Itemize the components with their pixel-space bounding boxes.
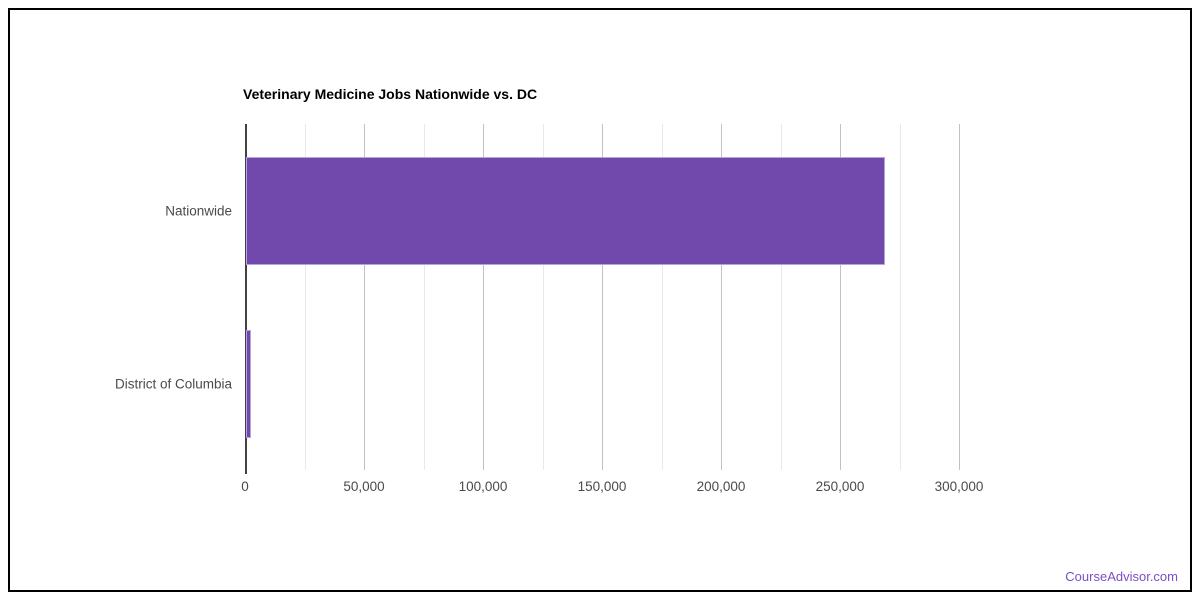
chart-title: Veterinary Medicine Jobs Nationwide vs. … bbox=[243, 86, 538, 102]
courseadvisor-watermark-link[interactable]: CourseAdvisor.com bbox=[1065, 569, 1178, 584]
x-tick-label: 250,000 bbox=[815, 479, 865, 494]
minor-gridline bbox=[900, 124, 901, 470]
minor-gridline bbox=[662, 124, 663, 470]
category-label-district-of-columbia: District of Columbia bbox=[114, 376, 232, 392]
major-gridline bbox=[840, 124, 841, 470]
bar-nationwide bbox=[246, 157, 885, 265]
major-gridline bbox=[602, 124, 603, 470]
major-gridline bbox=[721, 124, 722, 470]
x-tick-label: 100,000 bbox=[458, 479, 508, 494]
x-tick-label: 200,000 bbox=[696, 479, 746, 494]
minor-gridline bbox=[781, 124, 782, 470]
minor-gridline bbox=[305, 124, 306, 470]
plot-area bbox=[245, 124, 1015, 474]
category-label-nationwide: Nationwide bbox=[165, 203, 232, 219]
x-tick-label: 150,000 bbox=[577, 479, 627, 494]
major-gridline bbox=[959, 124, 960, 470]
x-tick-label: 300,000 bbox=[934, 479, 984, 494]
y-axis-baseline bbox=[245, 124, 247, 474]
major-gridline bbox=[364, 124, 365, 470]
minor-gridline bbox=[424, 124, 425, 470]
major-gridline bbox=[483, 124, 484, 470]
x-tick-label: 50,000 bbox=[343, 479, 385, 494]
x-tick-label: 0 bbox=[241, 479, 249, 494]
bar-district-of-columbia bbox=[246, 330, 251, 438]
minor-gridline bbox=[543, 124, 544, 470]
